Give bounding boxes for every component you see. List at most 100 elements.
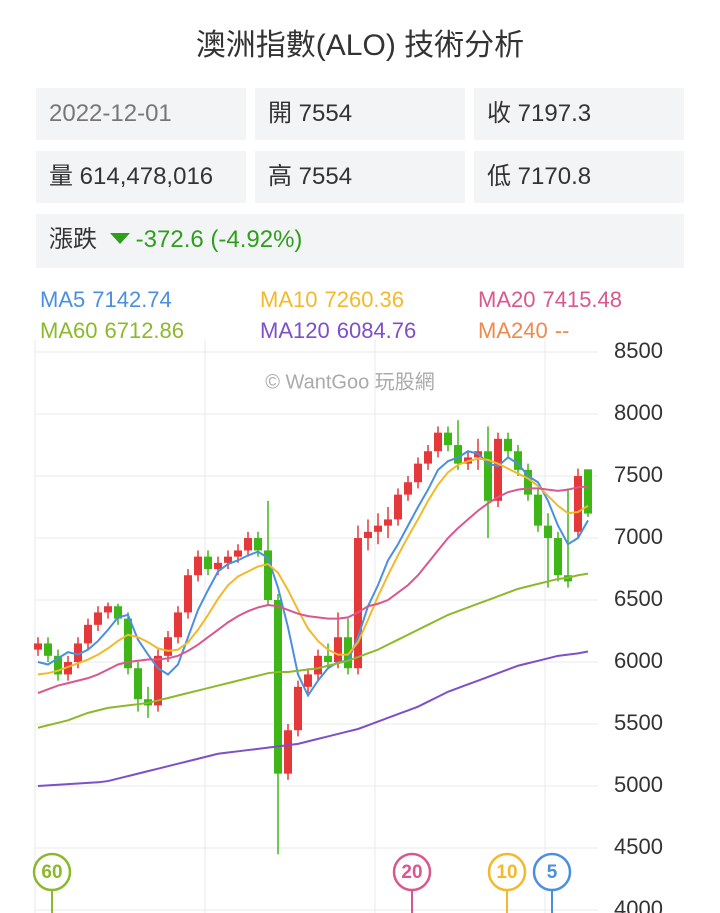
candle-body [504, 438, 512, 452]
candles [34, 420, 592, 855]
label: 低 [487, 163, 511, 190]
y-tick-label: 8500 [614, 338, 663, 363]
legend-value: 6084.76 [337, 318, 417, 343]
candle-body [124, 618, 132, 669]
candle-body [234, 550, 242, 557]
legend-name: MA5 [40, 287, 85, 312]
candle-body [164, 637, 172, 656]
label: 高 [268, 163, 292, 190]
candle-body [444, 432, 452, 446]
candle-body [114, 606, 122, 619]
label: 收 [487, 100, 511, 127]
candle-body [534, 494, 542, 526]
high-cell: 高 7554 [255, 151, 465, 203]
candle-body [324, 655, 332, 663]
date: 2022-12-01 [36, 88, 246, 140]
legend-value: 7260.36 [324, 287, 404, 312]
candle-body [264, 550, 272, 601]
ma-line [37, 650, 589, 788]
y-tick-label: 4000 [614, 896, 663, 913]
candle-body [544, 525, 552, 539]
y-tick-label: 6000 [614, 648, 663, 673]
candle-body [284, 730, 292, 774]
ma-badge: 10 [487, 852, 527, 913]
value: -372.6 (-4.92%) [135, 226, 303, 253]
legend-name: MA10 [260, 287, 317, 312]
candle-body [204, 556, 212, 570]
candle-body [304, 674, 312, 687]
value: 7170.8 [517, 163, 592, 190]
badge-circle [487, 852, 527, 892]
candle-body [134, 668, 142, 700]
ma-badge: 5 [532, 852, 572, 913]
value: 7197.3 [517, 100, 592, 127]
value: 7554 [298, 163, 353, 190]
badge-circle [392, 852, 432, 892]
legend-name: MA60 [40, 318, 97, 343]
y-tick-label: 7500 [614, 462, 663, 487]
change-cell: 漲跌 -372.6 (-4.92%) [36, 214, 684, 268]
candle-body [374, 525, 382, 532]
label: 量 [49, 163, 73, 190]
candle-body [54, 655, 62, 675]
open-cell: 開 7554 [255, 88, 465, 140]
legend-name: MA120 [260, 318, 330, 343]
down-arrow [109, 233, 130, 244]
ma-badge: 60 [32, 852, 72, 913]
candle-body [44, 643, 52, 656]
ma-line [37, 485, 589, 694]
label: 漲跌 [49, 226, 97, 253]
candle-body [214, 562, 222, 570]
candle-body [424, 451, 432, 464]
candle-body [414, 463, 422, 483]
candle-body [224, 556, 232, 563]
badge-label: 5 [547, 862, 558, 883]
y-tick-label: 5000 [614, 772, 663, 797]
candle-body [74, 643, 82, 663]
candle-body [484, 451, 492, 501]
volume-cell: 量 614,478,016 [36, 151, 246, 203]
candle-body [384, 519, 392, 526]
candle-body [314, 655, 322, 675]
ma-line [37, 450, 589, 698]
candle-body [334, 637, 342, 663]
candle-body [514, 451, 522, 470]
y-tick-label: 5500 [614, 710, 663, 735]
candle-body [404, 482, 412, 495]
value: 7554 [298, 100, 353, 127]
candle-body [174, 612, 182, 638]
candle-body [104, 606, 112, 613]
y-tick-label: 6500 [614, 586, 663, 611]
label: 開 [268, 100, 292, 127]
candle-body [64, 662, 72, 675]
candle-body [34, 643, 42, 650]
candle-body [554, 538, 562, 576]
badge-circle [32, 852, 72, 892]
legend-value: 7142.74 [92, 287, 172, 312]
close-cell: 收 7197.3 [474, 88, 684, 140]
candle-body [184, 575, 192, 613]
candle-body [94, 612, 102, 625]
candle-body [294, 686, 302, 731]
ma-badge: 20 [392, 852, 432, 913]
badge-label: 20 [401, 862, 422, 883]
value: 614,478,016 [79, 163, 214, 190]
badge-label: 10 [496, 862, 517, 883]
candle-body [344, 637, 352, 669]
v-grid [34, 340, 546, 913]
candle-body [274, 600, 282, 774]
ma-line [37, 572, 589, 729]
y-tick-label: 8000 [614, 400, 663, 425]
legend-name: MA20 [478, 287, 535, 312]
candle-body [524, 469, 532, 495]
badge-label: 60 [41, 862, 62, 883]
candle-body [574, 476, 582, 532]
legend-value: 7415.48 [542, 287, 622, 312]
candle-body [194, 556, 202, 576]
ma-line [37, 457, 589, 676]
y-tick-label: 7000 [614, 524, 663, 549]
candle-body [394, 494, 402, 520]
candle-body [584, 469, 592, 514]
